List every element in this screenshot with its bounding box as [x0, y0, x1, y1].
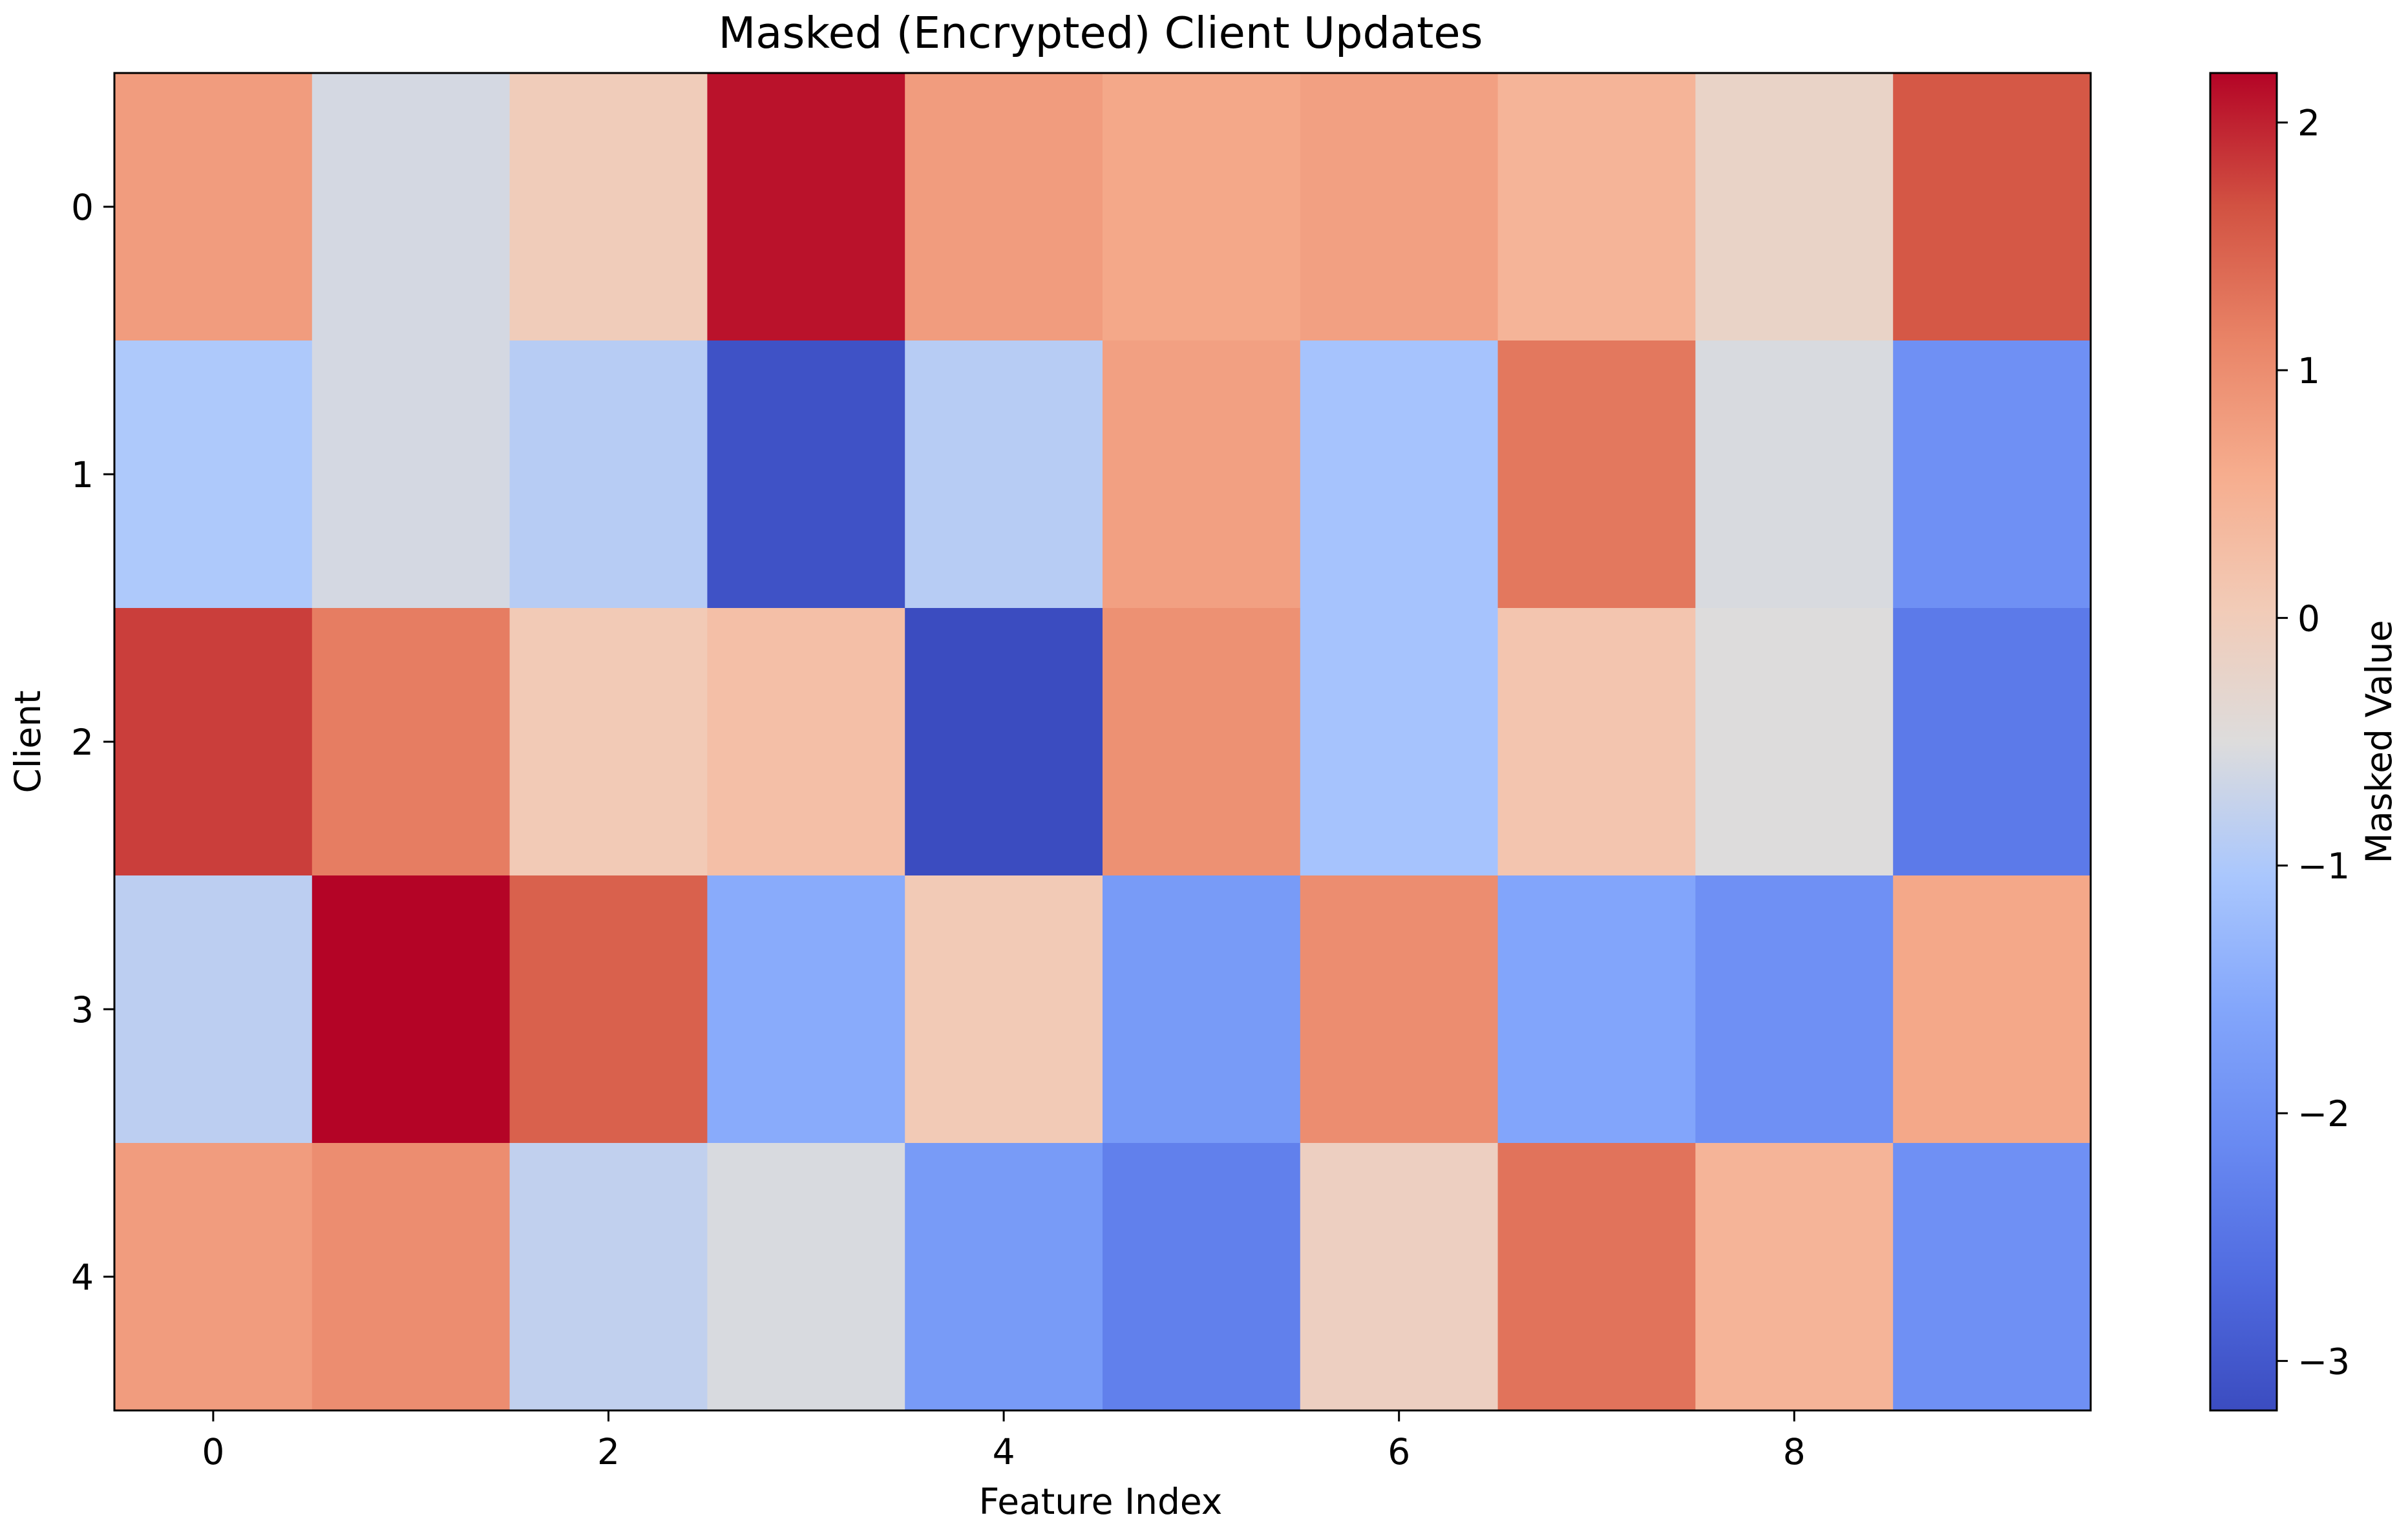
heatmap-cell	[707, 340, 905, 609]
colorbar-label: Masked Value	[2358, 620, 2400, 864]
colorbar-tick-label: 2	[2297, 103, 2320, 144]
heatmap-cell	[707, 1143, 905, 1411]
y-axis-label: Client	[7, 690, 48, 793]
heatmap-cell	[1893, 73, 2091, 341]
heatmap-cell	[114, 1143, 313, 1411]
heatmap-cell	[509, 875, 708, 1144]
heatmap-cell	[707, 608, 905, 876]
x-axis-label: Feature Index	[979, 1481, 1223, 1519]
heatmap-cell	[1695, 1143, 1894, 1411]
heatmap-cell	[1103, 608, 1301, 876]
heatmap-cell	[1893, 875, 2091, 1144]
heatmap-cell	[1300, 608, 1499, 876]
heatmap-cell	[1695, 875, 1894, 1144]
chart-title: Masked (Encrypted) Client Updates	[718, 8, 1483, 58]
heatmap-cell	[905, 1143, 1103, 1411]
heatmap-cell	[312, 875, 511, 1144]
colorbar-tick-label: −1	[2297, 846, 2350, 887]
heatmap-cell	[1300, 1143, 1499, 1411]
heatmap-cell	[1103, 875, 1301, 1144]
heatmap-cell	[114, 73, 313, 341]
heatmap-cell	[707, 875, 905, 1144]
colorbar-ticks: 2 1 0 −1 −2 −3	[2277, 103, 2350, 1382]
heatmap-cell	[509, 1143, 708, 1411]
heatmap-cell	[1300, 875, 1499, 1144]
x-tick-label: 2	[597, 1431, 620, 1472]
heatmap-cell	[114, 608, 313, 876]
heatmap-cell	[1695, 340, 1894, 609]
heatmap-cell	[1300, 340, 1499, 609]
y-tick-label: 4	[71, 1257, 94, 1298]
heatmap-cell	[312, 608, 511, 876]
x-axis-ticks: 0 2 4 6 8	[202, 1410, 1806, 1472]
heatmap-cell	[1695, 608, 1894, 876]
y-tick-label: 3	[71, 989, 94, 1031]
x-tick-label: 0	[202, 1431, 224, 1472]
heatmap-cell	[707, 73, 905, 341]
heatmap-cell	[1695, 73, 1894, 341]
heatmap-cell	[509, 73, 708, 341]
heatmap-cell	[1103, 340, 1301, 609]
y-tick-label: 0	[71, 187, 94, 228]
heatmap-cell	[1103, 1143, 1301, 1411]
heatmap-cell	[1300, 73, 1499, 341]
heatmap-cell	[905, 73, 1103, 341]
x-tick-label: 8	[1783, 1431, 1806, 1472]
x-tick-label: 6	[1388, 1431, 1410, 1472]
heatmap-cell	[1497, 875, 1696, 1144]
heatmap-cell	[905, 340, 1103, 609]
heatmap-cell	[1497, 73, 1696, 341]
colorbar	[2209, 72, 2278, 1412]
heatmap-cell	[905, 608, 1103, 876]
heatmap-cell	[905, 875, 1103, 1144]
heatmap-cell	[1893, 608, 2091, 876]
heatmap-cell	[1893, 340, 2091, 609]
heatmap-cell	[1497, 340, 1696, 609]
colorbar-tick-label: −2	[2297, 1093, 2350, 1135]
y-axis-ticks: 0 1 2 3 4	[71, 187, 114, 1298]
colorbar-tick-label: −3	[2297, 1341, 2350, 1382]
heatmap-cell	[509, 340, 708, 609]
y-tick-label: 1	[71, 454, 94, 496]
heatmap-cell	[312, 1143, 511, 1411]
x-tick-label: 4	[993, 1431, 1015, 1472]
colorbar-tick-label: 1	[2297, 350, 2320, 392]
heatmap-cell	[1497, 1143, 1696, 1411]
heatmap-cell	[114, 875, 313, 1144]
heatmap-cell	[1103, 73, 1301, 341]
heatmap-cell	[509, 608, 708, 876]
y-tick-label: 2	[71, 722, 94, 763]
heatmap-cell	[312, 73, 511, 341]
heatmap-cells	[114, 73, 2091, 1411]
colorbar-tick-label: 0	[2297, 598, 2320, 639]
heatmap-cell	[1893, 1143, 2091, 1411]
heatmap-cell	[114, 340, 313, 609]
heatmap-cell	[1497, 608, 1696, 876]
heatmap-cell	[312, 340, 511, 609]
